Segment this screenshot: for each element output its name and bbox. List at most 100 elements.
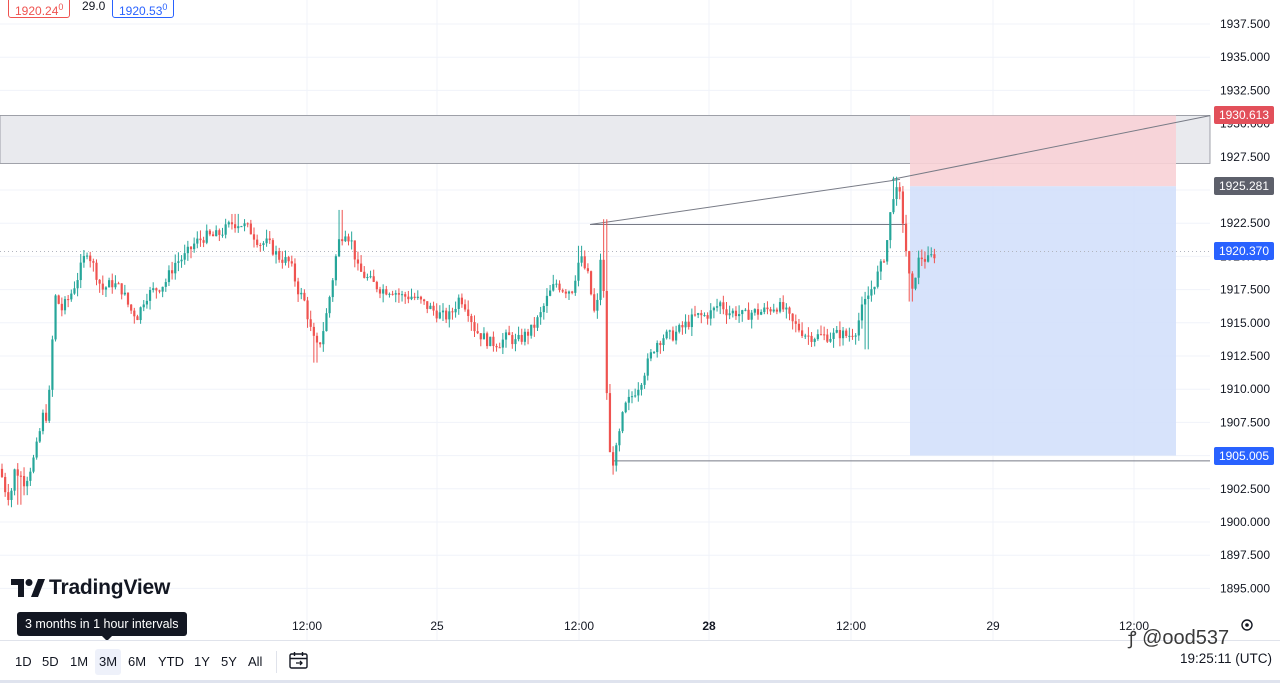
price-axis-tick: 1912.500	[1220, 349, 1270, 363]
candle-body	[586, 268, 589, 272]
candle-body	[457, 297, 460, 309]
candle-body	[728, 313, 731, 316]
settings-gear-icon[interactable]	[1239, 617, 1255, 633]
candle-body	[16, 469, 19, 476]
candle-body	[879, 261, 882, 272]
bid-price[interactable]: 1920.240	[8, 0, 71, 18]
candle-body	[470, 316, 473, 323]
candle-body	[656, 342, 659, 353]
range-5y-button[interactable]: 5Y	[221, 654, 237, 669]
price-axis-tick: 1910.000	[1220, 382, 1270, 396]
candle-body	[750, 312, 753, 320]
candle-body	[886, 240, 889, 262]
candle-body	[593, 294, 596, 311]
range-3m-button[interactable]: 3M	[95, 649, 122, 675]
time-axis-tick: 25	[430, 619, 444, 633]
candle-body	[652, 352, 656, 354]
candle-body	[319, 342, 322, 345]
candle-body	[517, 334, 520, 340]
candle-body	[92, 261, 95, 263]
candle-body	[583, 256, 586, 269]
logo-text: TradingView	[49, 576, 171, 599]
candle-body	[48, 389, 51, 421]
candle-body	[297, 281, 300, 295]
candle-body	[10, 490, 13, 500]
time-axis-tick: 12:00	[292, 619, 322, 633]
candle-body	[315, 335, 319, 343]
range-6m-button[interactable]: 6M	[128, 654, 147, 669]
candle-body	[845, 330, 848, 336]
candle-body	[769, 309, 772, 312]
candle-body	[114, 283, 117, 288]
candle-body	[180, 259, 183, 262]
candle-body	[867, 295, 870, 299]
candle-body	[832, 332, 835, 339]
candle-body	[567, 291, 571, 294]
candle-body	[775, 309, 778, 312]
calendar-goto-icon[interactable]	[288, 650, 310, 672]
candle-body	[372, 276, 375, 282]
candle-body	[612, 452, 615, 466]
candle-body	[917, 257, 920, 278]
candle-body	[589, 271, 593, 295]
candle-body	[435, 310, 438, 319]
range-1y-button[interactable]: 1Y	[194, 654, 210, 669]
candle-body	[715, 306, 719, 308]
candle-body	[454, 308, 457, 313]
candle-body	[536, 317, 539, 328]
candle-body	[914, 277, 917, 289]
candle-body	[441, 310, 445, 313]
candle-body	[703, 315, 706, 317]
range-1d-button[interactable]: 1D	[15, 654, 32, 669]
candle-body	[142, 304, 145, 308]
candle-body	[136, 316, 139, 321]
time-axis-tick: 28	[702, 619, 716, 633]
candle-body	[262, 243, 265, 245]
candle-body	[741, 310, 744, 315]
candle-body	[82, 255, 85, 263]
candle-body	[423, 299, 426, 302]
trendline-lower	[589, 178, 901, 226]
candle-body	[123, 292, 126, 295]
candle-body	[171, 270, 174, 274]
candle-body	[407, 296, 410, 300]
price-axis-tick: 1935.000	[1220, 50, 1270, 64]
candle-body	[51, 339, 54, 390]
candle-body	[95, 262, 98, 280]
tradingview-logo[interactable]: TradingView	[11, 576, 170, 600]
candle-body	[467, 309, 470, 317]
range-1m-button[interactable]: 1M	[70, 654, 89, 669]
candle-body	[161, 286, 164, 292]
candle-body	[360, 263, 363, 272]
candle-body	[404, 294, 407, 297]
range-5d-button[interactable]: 5D	[42, 654, 59, 669]
candle-body	[224, 224, 227, 235]
candle-body	[344, 236, 347, 242]
candle-body	[215, 230, 218, 237]
candle-body	[552, 284, 555, 291]
candle-body	[801, 330, 804, 336]
utc-clock[interactable]: 19:25:11 (UTC)	[1179, 651, 1272, 666]
candle-body	[495, 345, 498, 348]
candle-body	[337, 239, 341, 257]
candle-body	[734, 310, 738, 317]
candle-body	[322, 331, 325, 345]
candle-body	[621, 412, 624, 432]
ask-price[interactable]: 1920.530	[112, 0, 175, 18]
candle-body	[265, 238, 268, 244]
range-ytd-button[interactable]: YTD	[158, 654, 184, 669]
candle-body	[259, 244, 262, 246]
candle-body	[284, 257, 287, 263]
candle-body	[807, 335, 810, 337]
candle-body	[596, 299, 599, 311]
range-all-button[interactable]: All	[248, 654, 263, 669]
candle-body	[665, 331, 668, 339]
candle-body	[164, 282, 167, 287]
candle-body	[731, 310, 734, 314]
toolbar-divider	[276, 651, 277, 673]
price-chart[interactable]: 1937.5001935.0001932.5001930.0001927.500…	[0, 0, 1280, 640]
candle-body	[363, 271, 366, 278]
candle-body	[675, 331, 678, 341]
price-axis-tick: 1922.500	[1220, 216, 1270, 230]
candle-body	[766, 307, 769, 310]
